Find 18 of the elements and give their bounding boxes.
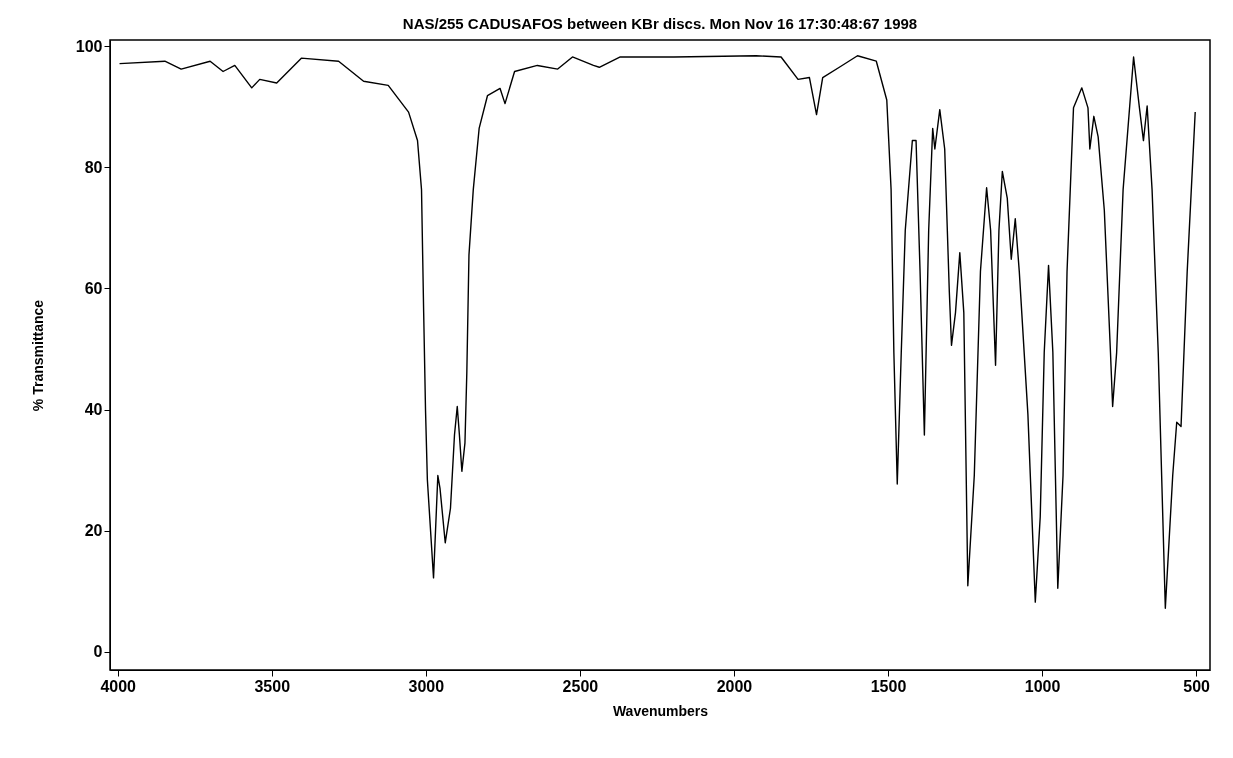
x-tick-label: 3500 — [254, 677, 291, 695]
y-tick-label: 80 — [84, 158, 103, 176]
y-tick-label: 40 — [84, 401, 103, 419]
x-tick-label: 2500 — [562, 677, 599, 695]
y-axis-title: % Transmittance — [29, 299, 46, 412]
line-series — [118, 55, 1196, 609]
chart-title: NAS/255 CADUSAFOS between KBr discs. Mon Nov 16 17:30:48:67 1998 — [402, 15, 918, 33]
x-tick-label: 3000 — [408, 677, 445, 695]
x-tick-label: 1500 — [870, 677, 907, 695]
x-axis-title: Wavenumbers — [612, 702, 709, 719]
x-tick-label: 500 — [1183, 677, 1211, 695]
x-tick-label: 1000 — [1024, 677, 1061, 695]
y-tick-label: 60 — [84, 279, 103, 297]
x-tick-label: 4000 — [100, 677, 137, 695]
y-tick-label: 20 — [84, 522, 103, 540]
x-tick-label: 2000 — [716, 677, 753, 695]
y-tick-label: 100 — [75, 37, 103, 55]
y-tick-label: 0 — [93, 643, 103, 661]
